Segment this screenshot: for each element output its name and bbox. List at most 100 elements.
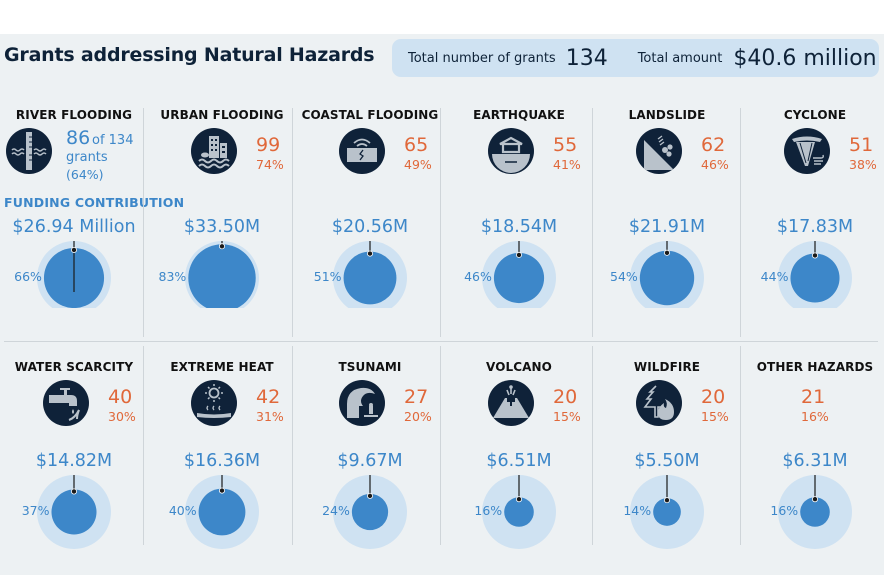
hazard-card: EARTHQUAKE 55 41% $18.54M 46% bbox=[445, 108, 593, 308]
funding-amount: $9.67M bbox=[337, 451, 403, 471]
grant-count: 42 bbox=[256, 386, 281, 408]
total-amount-value: $40.6 million bbox=[733, 45, 877, 71]
hazard-name: TSUNAMI bbox=[338, 360, 402, 374]
grant-count: 86 bbox=[66, 127, 91, 149]
funding-share-circle bbox=[188, 244, 256, 308]
leader-dot bbox=[812, 496, 819, 503]
total-amount-label: Total amount bbox=[637, 50, 723, 66]
column-divider bbox=[292, 108, 293, 337]
funding-amount: $14.82M bbox=[35, 451, 113, 471]
tsunami-wave-icon bbox=[339, 380, 385, 426]
hazard-name: WATER SCARCITY bbox=[14, 360, 134, 374]
river-gauge-icon bbox=[6, 128, 52, 174]
leader-dot bbox=[219, 243, 226, 250]
funding-bubble bbox=[185, 475, 259, 549]
funding-percent-label: 83% bbox=[158, 269, 187, 284]
grant-count: 65 bbox=[404, 134, 429, 156]
funding-share-circle bbox=[504, 497, 534, 527]
funding-percent-label: 66% bbox=[14, 269, 42, 284]
hazard-card: URBAN FLOODING 99 74% $33.50M 83% bbox=[148, 108, 296, 308]
hazard-name: OTHER HAZARDS bbox=[756, 360, 874, 374]
hazard-name: EARTHQUAKE bbox=[473, 108, 565, 122]
grant-percent: 30% bbox=[108, 409, 136, 424]
hazard-card: COASTAL FLOODING 65 49% $20.56M 51% bbox=[296, 108, 444, 308]
leader-dot bbox=[367, 250, 374, 257]
column-divider bbox=[143, 346, 144, 545]
summary-box: Total number of grants 134 Total amount … bbox=[392, 39, 879, 77]
funding-bubble bbox=[778, 241, 852, 308]
grant-of-total: of 134 bbox=[92, 133, 134, 148]
grant-count: 51 bbox=[849, 134, 874, 156]
hazard-card: WATER SCARCITY 40 30% $14.82M 37% bbox=[0, 360, 148, 560]
column-divider bbox=[292, 346, 293, 545]
page-title: Grants addressing Natural Hazards bbox=[4, 44, 375, 66]
column-divider bbox=[143, 108, 144, 337]
leader-dot bbox=[219, 487, 226, 494]
column-divider bbox=[740, 346, 741, 545]
funding-share-circle bbox=[198, 488, 246, 536]
funding-amount: $17.83M bbox=[776, 217, 854, 237]
grant-count: 21 bbox=[801, 386, 826, 408]
leader-dot bbox=[516, 496, 523, 503]
grant-count: 27 bbox=[404, 386, 429, 408]
grant-percent: 41% bbox=[553, 157, 581, 172]
funding-amount: $20.56M bbox=[331, 217, 409, 237]
funding-share-circle bbox=[653, 498, 681, 526]
funding-bubble bbox=[482, 241, 556, 308]
hazard-card: OTHER HAZARDS 21 16% $6.31M 16% bbox=[741, 360, 884, 560]
funding-percent-label: 37% bbox=[21, 503, 50, 518]
grant-count: 62 bbox=[701, 134, 726, 156]
funding-amount: $16.36M bbox=[183, 451, 261, 471]
coastal-wave-icon bbox=[339, 128, 385, 174]
hazard-card: LANDSLIDE 62 46% $21.91M 54% bbox=[593, 108, 741, 308]
grants-word: grants bbox=[66, 150, 108, 165]
column-divider bbox=[440, 108, 441, 337]
funding-amount: $5.50M bbox=[634, 451, 700, 471]
funding-share-circle bbox=[343, 251, 397, 305]
grant-count: 99 bbox=[256, 134, 281, 156]
funding-bubble bbox=[482, 475, 556, 549]
grant-percent: 16% bbox=[801, 409, 829, 424]
funding-percent-label: 14% bbox=[623, 503, 652, 518]
funding-percent-label: 51% bbox=[313, 269, 342, 284]
grant-percent: 15% bbox=[553, 409, 581, 424]
funding-bubble bbox=[333, 475, 407, 549]
leader-dot bbox=[812, 252, 819, 259]
funding-bubble bbox=[37, 475, 111, 549]
grant-percent: 31% bbox=[256, 409, 284, 424]
hazard-name: URBAN FLOODING bbox=[160, 108, 284, 122]
grant-percent: (64%) bbox=[66, 167, 104, 182]
hazard-name: WILDFIRE bbox=[633, 360, 701, 374]
infographic-panel bbox=[0, 34, 884, 575]
total-grants-label: Total number of grants bbox=[408, 50, 556, 66]
volcano-icon bbox=[488, 380, 534, 426]
dripping-tap-icon bbox=[43, 380, 89, 426]
grant-count: 20 bbox=[553, 386, 578, 408]
funding-percent-label: 24% bbox=[322, 503, 350, 518]
funding-amount: $26.94 Million bbox=[12, 217, 136, 237]
funding-amount: $18.54M bbox=[480, 217, 558, 237]
hazard-name: EXTREME HEAT bbox=[170, 360, 274, 374]
grant-percent: 49% bbox=[404, 157, 432, 172]
funding-share-circle bbox=[800, 497, 830, 527]
leader-dot bbox=[664, 497, 671, 504]
funding-bubble bbox=[630, 241, 704, 308]
column-divider bbox=[440, 346, 441, 545]
hazard-name: VOLCANO bbox=[486, 360, 552, 374]
cyclone-icon bbox=[784, 128, 830, 174]
funding-bubble bbox=[333, 241, 407, 308]
wildfire-tree-icon bbox=[636, 380, 682, 426]
grant-percent: 46% bbox=[701, 157, 729, 172]
hazard-name: RIVER FLOODING bbox=[15, 108, 133, 122]
sun-heat-icon bbox=[191, 380, 237, 426]
funding-contribution-label: FUNDING CONTRIBUTION bbox=[4, 195, 185, 210]
hazard-card: TSUNAMI 27 20% $9.67M 24% bbox=[296, 360, 444, 560]
hazard-card: RIVER FLOODING 86 of 134 grants (64%) $26.94… bbox=[0, 108, 148, 308]
funding-percent-label: 46% bbox=[464, 269, 492, 284]
grant-count: 20 bbox=[701, 386, 726, 408]
funding-bubble bbox=[185, 241, 259, 308]
hazard-card: EXTREME HEAT 42 31% $16.36M 40% bbox=[148, 360, 296, 560]
leader-dot bbox=[664, 249, 671, 256]
grant-count: 40 bbox=[108, 386, 133, 408]
hazard-name: CYCLONE bbox=[783, 108, 847, 122]
